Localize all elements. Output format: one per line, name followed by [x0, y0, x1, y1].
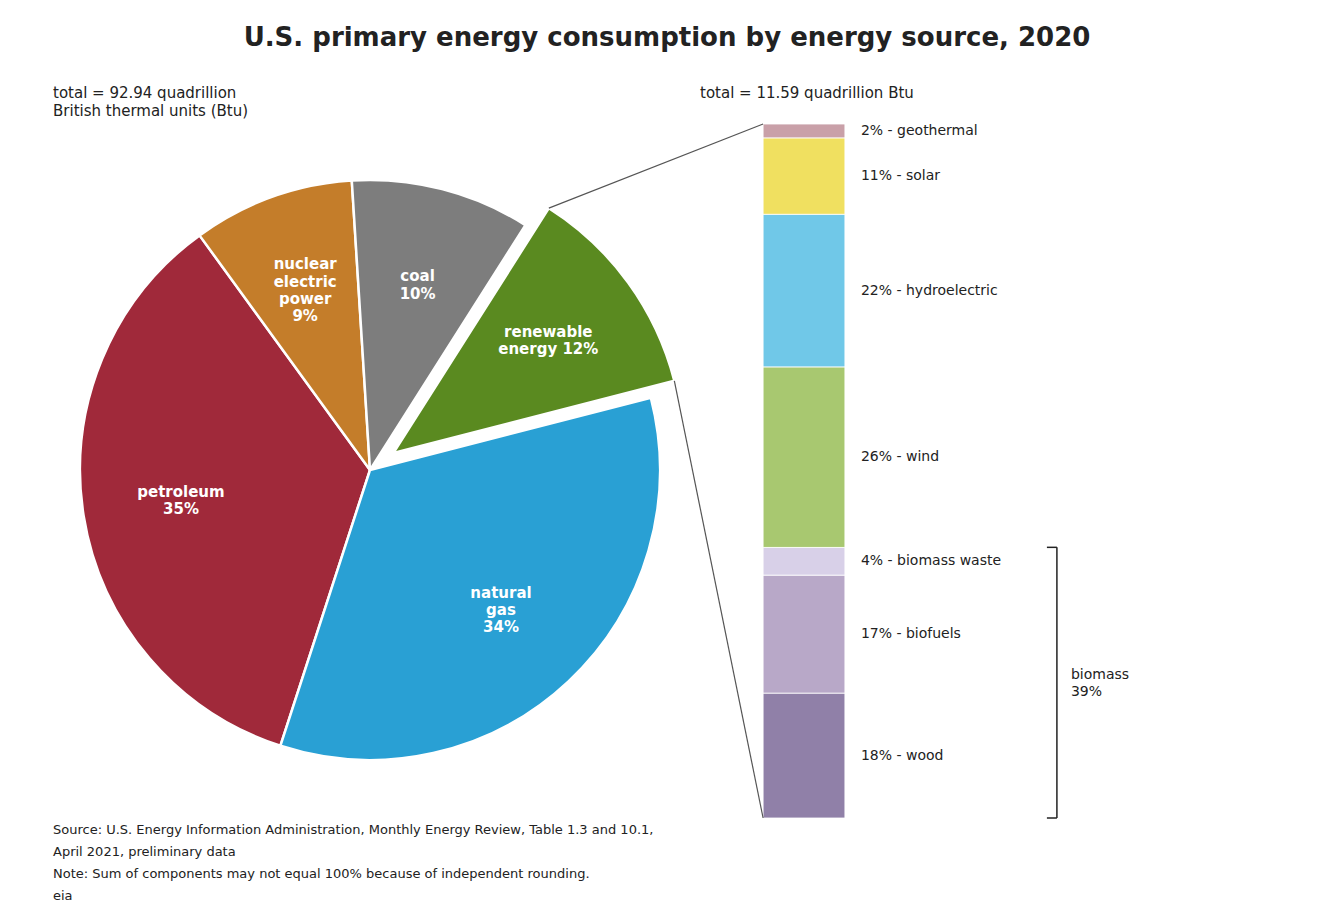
text-line: renewable: [504, 323, 592, 341]
connector: [674, 381, 763, 818]
slice-label: naturalgas34%: [470, 584, 531, 637]
segment-label: 4% - biomass waste: [861, 552, 1001, 568]
segment-label: 26% - wind: [861, 448, 939, 464]
segment-label: 2% - geothermal: [861, 122, 978, 138]
text-line: 9%: [292, 307, 317, 325]
chart-canvas: U.S. primary energy consumption by energ…: [0, 0, 1334, 919]
segment-label: 17% - biofuels: [861, 625, 961, 641]
bars: [763, 124, 845, 818]
text-line: 35%: [163, 500, 199, 518]
bar-segment: [763, 138, 845, 214]
slice-label: petroleum35%: [137, 483, 224, 518]
bar-segment: [763, 547, 845, 575]
text-line: coal: [400, 267, 434, 285]
note: Source: U.S. Energy Information Administ…: [53, 822, 653, 837]
text-line: 10%: [400, 284, 436, 302]
text-line: natural: [470, 584, 531, 602]
pie-labels: petroleum35% nuclearelectricpower9% coal10…: [137, 255, 598, 636]
text-line: Source: U.S. Energy Information Administ…: [53, 822, 653, 837]
note: April 2021, preliminary data: [53, 844, 236, 859]
bracket: biomass39%: [1047, 547, 1129, 818]
bar-segment: [763, 214, 845, 367]
bracket-tick: [1047, 547, 1057, 549]
connector: [549, 124, 763, 208]
pie: [80, 180, 674, 760]
text-line: gas: [486, 601, 516, 619]
bracket-tick: [1047, 817, 1057, 819]
subtitle: total = 92.94 quadrillionBritish thermal…: [53, 84, 248, 120]
pie-slice: [280, 398, 660, 760]
connectors: [549, 124, 763, 818]
bar-segment: [763, 124, 845, 138]
slice-label: coal10%: [400, 267, 436, 302]
pie-slice: [200, 181, 370, 470]
chart-title: U.S. primary energy consumption by energ…: [244, 22, 1091, 52]
bar-segment: [763, 367, 845, 547]
text-line: biomass: [1071, 666, 1129, 682]
subtitle: total = 11.59 quadrillion Btu: [700, 84, 914, 102]
text-line: energy 12%: [498, 340, 598, 358]
text-line: British thermal units (Btu): [53, 102, 248, 120]
text-line: 39%: [1071, 683, 1102, 699]
bar-labels: 2% - geothermal 11% - solar 22% - hydroele…: [861, 122, 1001, 763]
text-line: Note: Sum of components may not equal 10…: [53, 866, 590, 881]
text-line: total = 92.94 quadrillion: [53, 84, 236, 102]
note: Note: Sum of components may not equal 10…: [53, 866, 590, 881]
text-line: petroleum: [137, 483, 224, 501]
segment-label: 22% - hydroelectric: [861, 282, 998, 298]
text-line: April 2021, preliminary data: [53, 844, 236, 859]
note: eia: [53, 888, 73, 903]
text-line: power: [279, 290, 332, 308]
text-line: nuclear: [274, 255, 338, 273]
bar-segment: [763, 693, 845, 818]
text-line: electric: [274, 273, 337, 291]
bracket-label: biomass39%: [1071, 666, 1129, 699]
text-line: total = 11.59 quadrillion Btu: [700, 84, 914, 102]
notes: Source: U.S. Energy Information Administ…: [53, 822, 653, 903]
bar-segment: [763, 575, 845, 693]
slice-label: nuclearelectricpower9%: [274, 255, 338, 325]
text-line: 34%: [483, 618, 519, 636]
bracket-line: [1056, 547, 1058, 818]
segment-label: 11% - solar: [861, 167, 940, 183]
slice-label: renewableenergy 12%: [498, 323, 598, 358]
text-line: eia: [53, 888, 73, 903]
segment-label: 18% - wood: [861, 747, 944, 763]
